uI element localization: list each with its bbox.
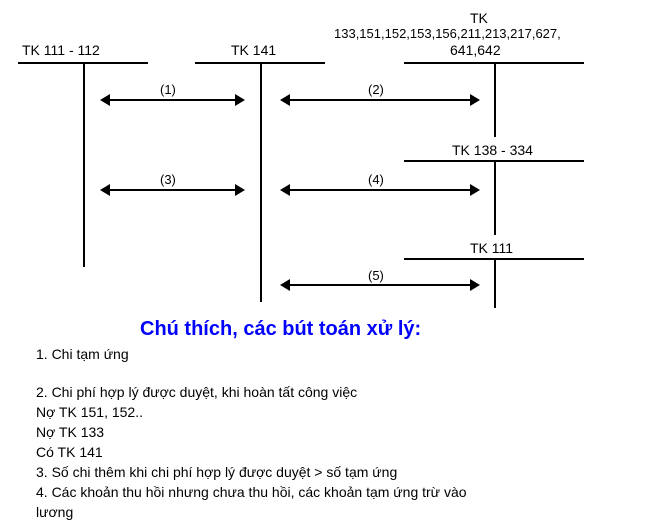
arrow-head-right-icon — [235, 94, 245, 106]
arrow-head-left-icon — [280, 94, 290, 106]
notes-heading: Chú thích, các bút toán xử lý: — [140, 318, 421, 341]
note-line-6: 3. Số chi thêm khi chi phí hợp lý được d… — [36, 464, 397, 480]
note-line-5: Có TK 141 — [36, 444, 103, 460]
arrow-4-label: (4) — [368, 172, 384, 187]
note-line-3: Nợ TK 151, 152.. — [36, 404, 143, 420]
arrow-head-left-icon — [280, 279, 290, 291]
t-account-label-tkmisc-line1: TK — [470, 10, 488, 26]
t-account-label-tkmisc-line2: 133,151,152,153,156,211,213,217,627, — [334, 26, 561, 41]
arrow-head-left-icon — [100, 94, 110, 106]
arrow-head-right-icon — [470, 94, 480, 106]
t-account-label-tk111: TK 111 — [470, 240, 513, 256]
diagram-stage: TK 111 - 112 TK 141 TK 133,151,152,153,1… — [0, 0, 653, 527]
t-account-vbar-tk141 — [260, 62, 262, 302]
arrow-head-right-icon — [235, 184, 245, 196]
t-account-vbar-tk138-334 — [494, 160, 496, 235]
t-account-label-tk141: TK 141 — [231, 42, 276, 58]
arrow-head-right-icon — [470, 184, 480, 196]
t-account-vbar-tk111-112 — [83, 62, 85, 267]
note-line-4: Nợ TK 133 — [36, 424, 104, 440]
note-line-7: 4. Các khoản thu hồi nhưng chưa thu hồi,… — [36, 484, 467, 500]
t-account-vbar-tkmisc — [494, 62, 496, 137]
note-line-1: 1. Chi tạm ứng — [36, 346, 129, 362]
arrow-5-label: (5) — [368, 268, 384, 283]
arrow-3-label: (3) — [160, 172, 176, 187]
arrow-1-label: (1) — [160, 82, 176, 97]
note-line-2: 2. Chi phí hợp lý được duyệt, khi hoàn t… — [36, 384, 357, 400]
arrow-head-right-icon — [470, 279, 480, 291]
arrow-head-left-icon — [100, 184, 110, 196]
arrow-2-label: (2) — [368, 82, 384, 97]
t-account-label-tk111-112: TK 111 - 112 — [22, 42, 100, 58]
t-account-label-tkmisc-line3: 641,642 — [450, 42, 501, 58]
note-line-8: lương — [36, 504, 73, 520]
t-account-label-tk138-334: TK 138 - 334 — [452, 142, 533, 158]
t-account-vbar-tk111 — [494, 258, 496, 308]
arrow-head-left-icon — [280, 184, 290, 196]
